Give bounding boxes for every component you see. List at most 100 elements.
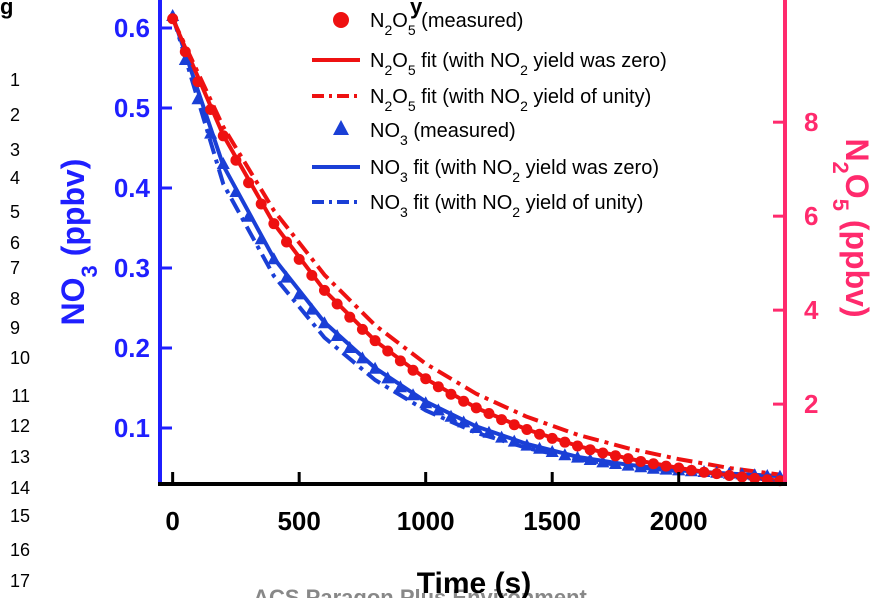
fragment-top-left: g	[0, 0, 13, 19]
x-tick-label: 500	[277, 506, 320, 536]
data-point	[623, 453, 634, 464]
line-number: 4	[10, 168, 20, 188]
data-point	[306, 270, 317, 281]
data-point	[673, 463, 684, 474]
line-number: 2	[10, 105, 20, 125]
data-point	[255, 232, 268, 244]
data-point	[458, 396, 469, 407]
data-point	[205, 104, 216, 115]
line-number: 1	[10, 70, 20, 90]
legend: N2O5 (measured) N2O5 fit (with NO2 yield…	[312, 10, 667, 220]
x-tick-label: 0	[165, 506, 179, 536]
data-point	[357, 324, 368, 335]
data-point	[711, 468, 722, 479]
data-point	[572, 440, 583, 451]
data-point	[382, 346, 393, 357]
data-point	[648, 458, 659, 469]
left-y-tick-label: 0.1	[114, 413, 150, 443]
line-number: 15	[10, 506, 30, 526]
legend-label: NO3 (measured)	[370, 120, 516, 148]
data-point	[268, 218, 279, 229]
line-number: 3	[10, 140, 20, 160]
data-point	[305, 303, 318, 315]
legend-marker-n2o5-measured	[333, 12, 349, 28]
data-point	[471, 402, 482, 413]
data-point	[332, 299, 343, 310]
data-point	[167, 13, 178, 24]
right-y-tick-label: 8	[804, 107, 818, 137]
line-numbers: 1 2 3 4 5 6 7 8 9 10 11 12 13 14 15 16 1…	[10, 70, 30, 591]
line-number: 12	[10, 416, 30, 436]
x-axis-title: Time (s)	[417, 567, 531, 598]
data-point	[230, 155, 241, 166]
line-number: 10	[10, 348, 30, 368]
data-point	[585, 444, 596, 455]
legend-marker-no3-measured	[333, 120, 349, 135]
data-point	[699, 467, 710, 478]
data-point	[395, 355, 406, 366]
plot-area	[166, 9, 786, 486]
left-y-tick-label: 0.3	[114, 253, 150, 283]
data-point	[229, 185, 242, 197]
left-y-tick-label: 0.5	[114, 93, 150, 123]
data-point	[496, 414, 507, 425]
line-number: 14	[10, 478, 30, 498]
data-point	[724, 470, 735, 481]
data-point	[635, 456, 646, 467]
data-point	[294, 254, 305, 265]
series-n2o5_meas	[167, 13, 785, 486]
legend-label: NO3 fit (with NO2 yield was zero)	[370, 157, 659, 185]
data-point	[597, 447, 608, 458]
data-point	[344, 312, 355, 323]
right-y-tick-label: 6	[804, 201, 818, 231]
x-tick-label: 1500	[523, 506, 581, 536]
data-point	[243, 177, 254, 188]
data-point	[509, 419, 520, 430]
right-y-tick-label: 4	[804, 295, 819, 325]
x-tick-label: 2000	[650, 506, 708, 536]
data-point	[242, 210, 255, 222]
data-point	[521, 424, 532, 435]
legend-label: N2O5 fit (with NO2 yield was zero)	[370, 50, 667, 78]
data-point	[408, 365, 419, 376]
data-point	[483, 408, 494, 419]
line-number: 6	[10, 233, 20, 253]
x-tick-label: 1000	[397, 506, 455, 536]
right-y-tick-label: 2	[804, 389, 818, 419]
data-point	[281, 237, 292, 248]
data-point	[319, 285, 330, 296]
data-point	[180, 46, 191, 57]
legend-label: N2O5 fit (with NO2 yield of unity)	[370, 86, 651, 114]
left-y-tick-label: 0.2	[114, 333, 150, 363]
right-y-axis-title: N2O5 (ppbv)	[829, 138, 872, 317]
data-point	[192, 76, 203, 87]
line-number: 13	[10, 447, 30, 467]
left-y-tick-label: 0.4	[114, 173, 151, 203]
legend-label: N2O5 (measured)	[370, 10, 523, 38]
data-point	[218, 130, 229, 141]
data-point	[433, 381, 444, 392]
line-number: 9	[10, 318, 20, 338]
data-point	[534, 429, 545, 440]
line-number: 7	[10, 258, 20, 278]
line-number: 8	[10, 289, 20, 309]
line-number: 11	[11, 386, 30, 406]
data-point	[661, 461, 672, 472]
line-number: 5	[10, 202, 20, 222]
data-point	[559, 437, 570, 448]
data-point	[547, 433, 558, 444]
data-point	[420, 373, 431, 384]
data-point	[370, 335, 381, 346]
legend-label: NO3 fit (with NO2 yield of unity)	[370, 192, 643, 220]
data-point	[610, 450, 621, 461]
line-number: 16	[10, 540, 30, 560]
data-point	[256, 198, 267, 209]
data-point	[736, 471, 747, 482]
data-point	[445, 389, 456, 400]
data-point	[280, 271, 293, 283]
left-y-tick-label: 0.6	[114, 13, 150, 43]
data-point	[686, 465, 697, 476]
data-point	[217, 157, 230, 169]
left-y-axis-title: NO3 (ppbv)	[55, 159, 102, 326]
